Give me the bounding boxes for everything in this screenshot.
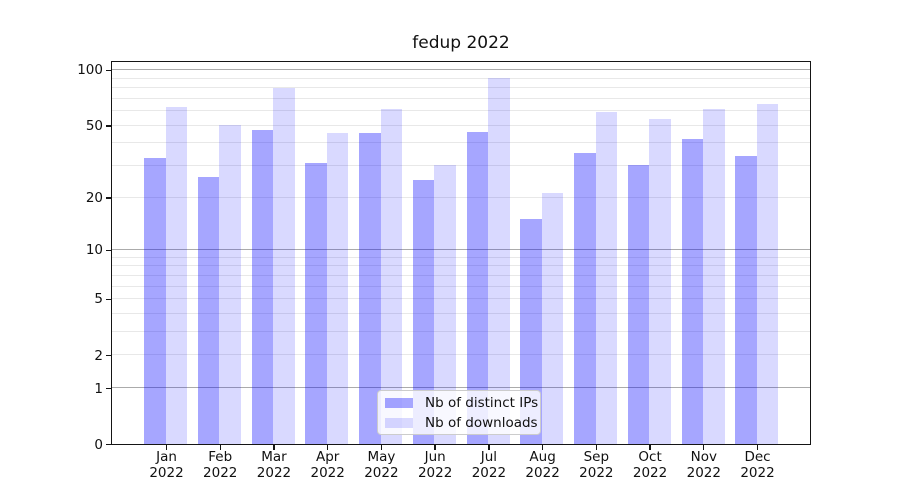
x-tick-mark	[165, 444, 168, 450]
y-minor-gridline	[112, 331, 810, 333]
y-minor-gridline	[112, 354, 810, 356]
y-minor-gridline	[112, 285, 810, 287]
bar-downloads-dec	[756, 104, 779, 444]
x-tick-label-sep: Sep 2022	[579, 449, 614, 481]
bar-distinct-ips-jun	[412, 179, 435, 444]
y-minor-gridline	[112, 77, 810, 79]
y-minor-gridline	[112, 110, 810, 112]
x-tick-mark	[756, 444, 759, 450]
y-tick-mark	[106, 197, 111, 199]
bar-downloads-feb	[219, 125, 241, 444]
y-minor-gridline	[112, 256, 810, 258]
x-tick-mark	[649, 444, 651, 450]
y-tick-label: 1	[94, 380, 103, 397]
x-tick-mark	[219, 444, 221, 450]
bar-distinct-ips-nov	[681, 138, 703, 444]
bar-downloads-nov	[703, 109, 725, 444]
x-tick-mark	[488, 444, 490, 450]
x-tick-label-jun: Jun 2022	[417, 449, 453, 481]
y-tick-label: 10	[85, 242, 103, 259]
legend-entry-downloads: Nb of downloads	[385, 415, 538, 431]
y-tick-mark	[106, 125, 111, 127]
y-minor-gridline	[112, 312, 810, 314]
y-tick-mark	[106, 444, 111, 446]
y-tick-mark	[106, 354, 111, 357]
bar-downloads-jul	[488, 78, 510, 444]
bar-downloads-apr	[326, 133, 349, 444]
y-minor-gridline	[112, 274, 810, 276]
legend-swatch-distinct-ips	[385, 397, 413, 408]
y-tick-mark	[106, 298, 111, 301]
bar-distinct-ips-jul	[466, 131, 489, 444]
y-tick-label: 5	[94, 291, 103, 308]
x-tick-mark	[434, 444, 436, 450]
legend: Nb of distinct IPs Nb of downloads	[377, 390, 541, 435]
x-tick-label-oct: Oct 2022	[632, 449, 668, 481]
y-tick-mark	[106, 249, 111, 251]
legend-label-downloads: Nb of downloads	[425, 414, 538, 431]
bar-distinct-ips-apr	[305, 162, 327, 444]
x-tick-mark	[541, 444, 544, 450]
bar-distinct-ips-aug	[520, 219, 542, 444]
y-major-gridline	[112, 249, 810, 250]
legend-label-distinct-ips: Nb of distinct IPs	[425, 394, 539, 411]
y-minor-gridline	[112, 196, 810, 198]
bar-distinct-ips-dec	[735, 155, 757, 444]
x-tick-mark	[703, 444, 705, 450]
bar-downloads-oct	[649, 118, 671, 444]
y-minor-gridline	[112, 164, 810, 166]
y-tick-label: 50	[85, 117, 103, 134]
y-minor-gridline	[112, 298, 810, 300]
x-tick-label-feb: Feb 2022	[203, 449, 238, 481]
x-tick-label-may: May 2022	[364, 449, 399, 481]
y-tick-label: 100	[77, 62, 103, 79]
bar-distinct-ips-jan	[144, 157, 166, 444]
y-minor-gridline	[112, 87, 810, 89]
y-major-gridline	[112, 387, 810, 389]
bar-distinct-ips-mar	[251, 130, 274, 444]
x-tick-label-dec: Dec 2022	[740, 449, 775, 481]
chart-title: fedup 2022	[412, 33, 510, 53]
x-tick-mark	[326, 444, 329, 450]
bar-downloads-sep	[595, 111, 618, 444]
x-tick-mark	[595, 444, 598, 450]
x-tick-label-nov: Nov 2022	[686, 449, 721, 481]
bar-distinct-ips-oct	[627, 165, 650, 444]
bar-downloads-may	[380, 109, 403, 444]
y-tick-mark	[106, 387, 111, 390]
bar-downloads-aug	[541, 193, 564, 444]
y-minor-gridline	[112, 97, 810, 99]
x-tick-label-mar: Mar 2022	[256, 449, 292, 481]
bar-distinct-ips-sep	[574, 153, 596, 444]
legend-swatch-downloads	[385, 417, 413, 428]
x-tick-label-jul: Jul 2022	[471, 449, 507, 481]
x-tick-label-apr: Apr 2022	[310, 449, 345, 481]
bar-downloads-jan	[165, 106, 188, 444]
y-minor-gridline	[112, 124, 810, 126]
y-minor-gridline	[112, 265, 810, 267]
y-minor-gridline	[112, 142, 810, 144]
plot-area	[111, 61, 811, 445]
y-tick-label: 2	[94, 347, 103, 364]
x-tick-mark	[273, 444, 275, 450]
bar-downloads-mar	[273, 87, 295, 444]
bar-downloads-jun	[434, 165, 456, 444]
x-tick-label-aug: Aug 2022	[525, 449, 560, 481]
y-major-gridline	[112, 69, 810, 71]
y-tick-label: 0	[94, 436, 103, 453]
bar-distinct-ips-feb	[197, 176, 220, 444]
bar-distinct-ips-may	[359, 133, 381, 444]
legend-entry-distinct-ips: Nb of distinct IPs	[385, 395, 538, 411]
y-tick-mark	[106, 69, 111, 72]
y-tick-label: 20	[85, 189, 103, 206]
x-tick-label-jan: Jan 2022	[149, 449, 184, 481]
x-tick-mark	[380, 444, 383, 450]
